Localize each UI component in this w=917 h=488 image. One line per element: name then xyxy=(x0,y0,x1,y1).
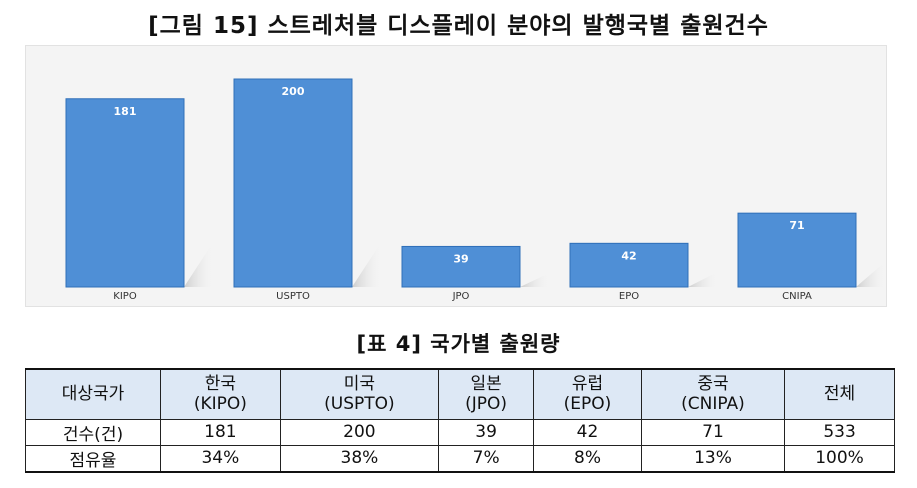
bar-chart-svg: 181 KIPO 200 USPTO 39 JPO 42 EPO 71 CNIPA xyxy=(65,78,886,302)
x-tick-label: CNIPA xyxy=(782,291,812,302)
data-label: 181 xyxy=(114,105,137,118)
row-label: 점유율 xyxy=(25,444,161,472)
table-cell: 8% xyxy=(533,444,642,472)
col-header-code: (USPTO) xyxy=(324,394,395,415)
col-header-name: 유럽 xyxy=(571,374,604,395)
bar-uspto xyxy=(233,78,353,288)
col-header-code: (CNIPA) xyxy=(681,394,745,415)
table-row-count: 건수(건) 181 200 39 42 71 533 xyxy=(25,418,895,446)
col-header-name: 미국 xyxy=(343,374,376,395)
table-corner-header: 대상국가 xyxy=(25,368,161,420)
col-header-japan: 일본 (JPO) xyxy=(438,368,535,420)
data-label: 200 xyxy=(282,85,305,98)
data-label: 39 xyxy=(453,252,468,265)
table-cell: 7% xyxy=(438,444,535,472)
col-header-name: 한국 xyxy=(204,374,236,395)
bar-chart: 181 KIPO 200 USPTO 39 JPO 42 EPO 71 CNIPA xyxy=(25,45,887,307)
col-header-name: 중국 xyxy=(697,374,729,395)
row-label: 건수(건) xyxy=(25,418,161,446)
col-header-name: 일본 xyxy=(470,374,502,395)
table-cell: 533 xyxy=(784,418,895,446)
col-header-korea: 한국 (KIPO) xyxy=(160,368,281,420)
table-cell: 13% xyxy=(640,444,786,472)
data-label: 42 xyxy=(621,249,636,262)
table-header-row: 대상국가 한국 (KIPO) 미국 (USPTO) 일본 (JPO) 유럽 (E… xyxy=(25,368,895,420)
bar-jpo xyxy=(401,245,521,288)
table-cell: 38% xyxy=(279,444,440,472)
col-header-europe: 유럽 (EPO) xyxy=(533,368,642,420)
bar-shadow xyxy=(520,272,550,287)
table-cell: 100% xyxy=(784,444,895,472)
table-cell: 71 xyxy=(640,418,786,446)
table-cell: 181 xyxy=(160,418,281,446)
col-header-china: 중국 (CNIPA) xyxy=(640,368,786,420)
table-cell: 39 xyxy=(438,418,535,446)
x-tick-label: EPO xyxy=(619,291,639,302)
col-header-code: (EPO) xyxy=(563,394,612,415)
country-stats-table: 대상국가 한국 (KIPO) 미국 (USPTO) 일본 (JPO) 유럽 (E… xyxy=(25,368,895,473)
x-tick-label: JPO xyxy=(452,291,470,302)
col-header-code: (KIPO) xyxy=(193,394,247,415)
table-row-share: 점유율 34% 38% 7% 8% 13% 100% xyxy=(25,444,895,472)
data-label: 71 xyxy=(789,219,804,232)
col-header-usa: 미국 (USPTO) xyxy=(279,368,440,420)
bar-shadow xyxy=(688,271,718,287)
table-cell: 200 xyxy=(279,418,440,446)
bar-shadow xyxy=(856,261,886,287)
table-cell: 42 xyxy=(533,418,642,446)
x-tick-label: USPTO xyxy=(276,291,310,302)
table-cell: 34% xyxy=(160,444,281,472)
col-header-code: (JPO) xyxy=(465,394,508,415)
col-header-total: 전체 xyxy=(784,368,895,420)
bar-epo xyxy=(569,242,689,288)
table-title: [표 4] 국가별 출원량 xyxy=(356,332,561,356)
x-tick-label: KIPO xyxy=(113,291,137,302)
bar-shadow xyxy=(184,241,214,287)
bar-kipo xyxy=(65,98,185,288)
bar-shadow xyxy=(352,241,382,287)
figure-title: [그림 15] 스트레처블 디스플레이 분야의 발행국별 출원건수 xyxy=(148,13,769,39)
bar-cnipa xyxy=(737,212,857,288)
